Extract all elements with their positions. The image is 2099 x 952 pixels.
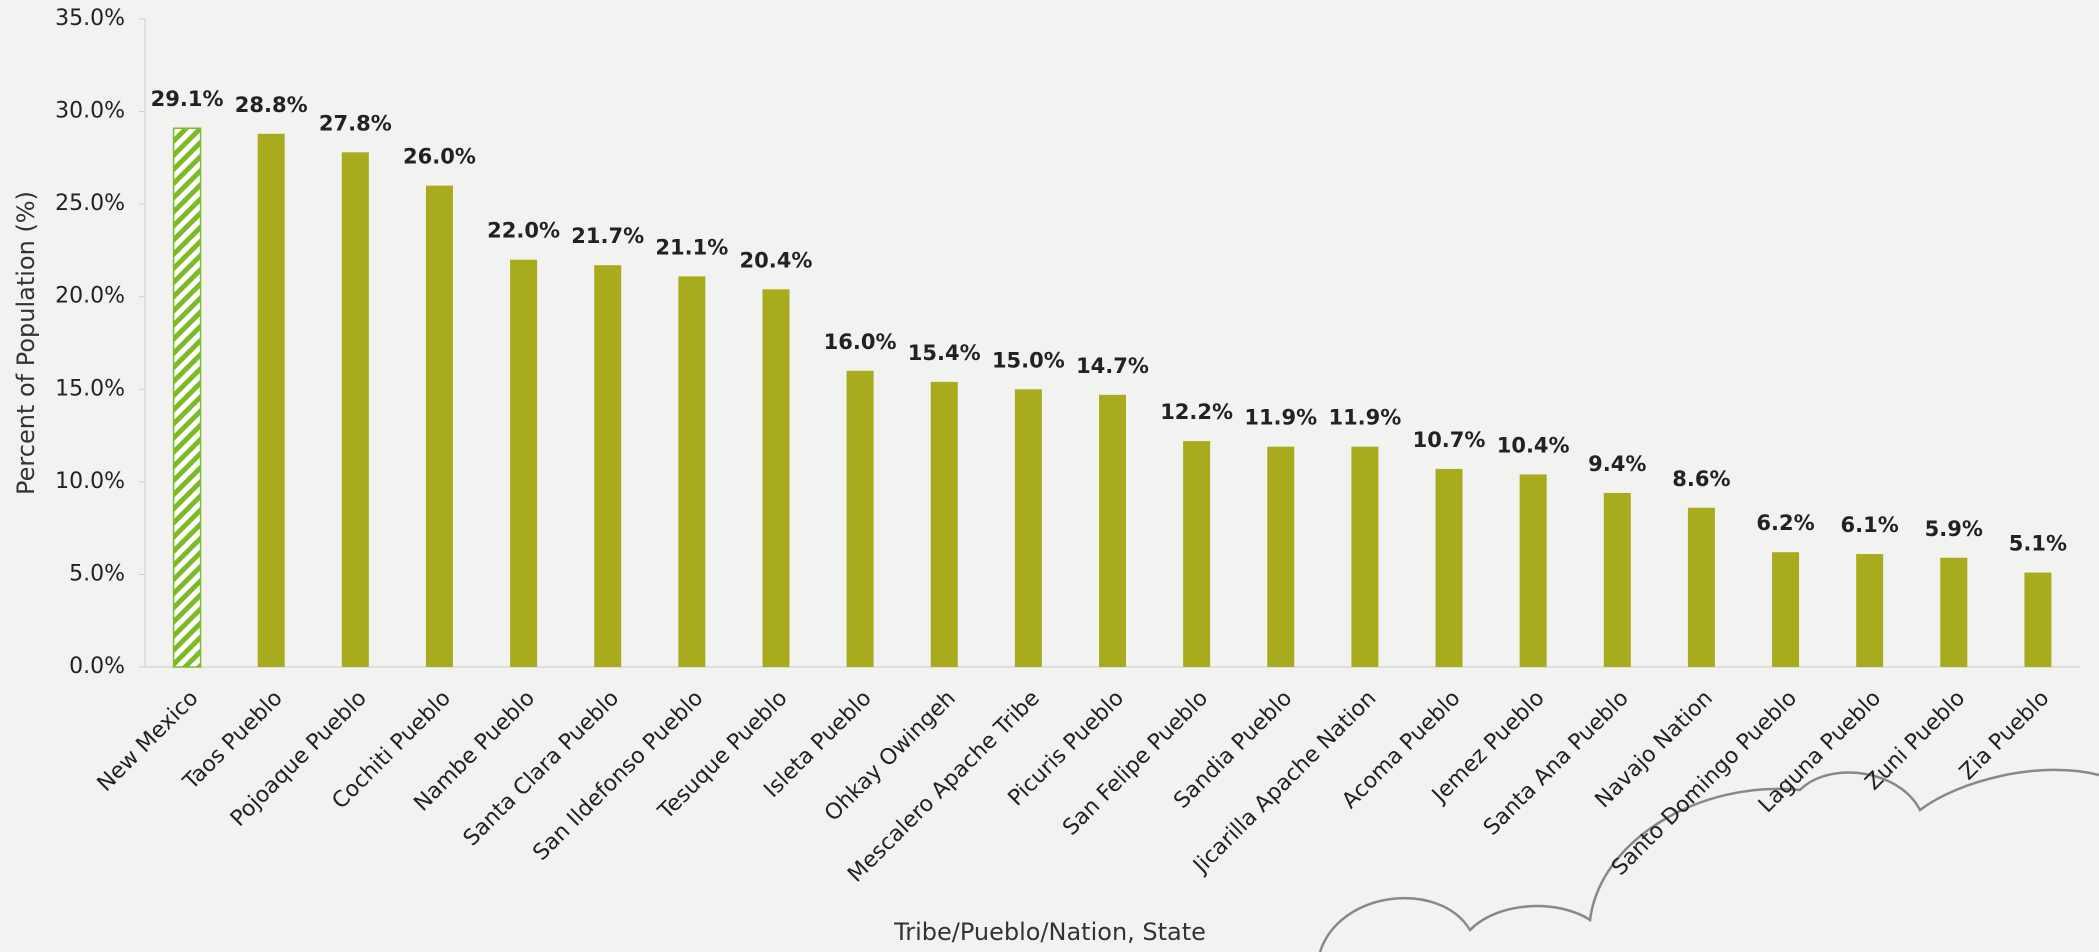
x-tick-label: Santa Clara Pueblo	[459, 686, 624, 851]
bar	[1603, 492, 1631, 667]
bar	[257, 133, 285, 667]
decoration	[1318, 768, 2099, 952]
value-label: 21.1%	[655, 235, 728, 259]
bar	[1099, 394, 1126, 667]
value-label: 20.4%	[740, 248, 813, 272]
y-axis-title: Percent of Population (%)	[12, 191, 40, 495]
bar	[846, 370, 874, 667]
value-label: 15.0%	[992, 348, 1065, 372]
value-label: 6.2%	[1756, 511, 1814, 535]
y-tick-label: 35.0%	[55, 6, 125, 31]
y-tick-label: 15.0%	[55, 376, 125, 401]
bar	[1519, 474, 1547, 667]
bar	[930, 381, 958, 667]
x-tick-label: Santa Ana Pueblo	[1479, 686, 1634, 841]
value-label: 9.4%	[1588, 452, 1646, 476]
bar	[1687, 507, 1715, 667]
bar	[678, 276, 706, 667]
x-tick-label: San Felipe Pueblo	[1058, 686, 1213, 841]
value-label: 12.2%	[1160, 400, 1233, 424]
value-label: 11.9%	[1244, 406, 1317, 430]
bar	[1183, 441, 1211, 667]
bar	[1772, 552, 1800, 667]
y-tick-label: 25.0%	[55, 191, 125, 216]
bar	[1351, 446, 1379, 667]
y-tick-label: 10.0%	[55, 469, 125, 494]
bar	[594, 265, 622, 667]
value-label: 11.9%	[1328, 406, 1401, 430]
bar	[1940, 557, 1968, 667]
value-label: 10.4%	[1497, 433, 1570, 457]
bar	[510, 259, 538, 667]
bar	[762, 289, 790, 667]
value-label: 16.0%	[824, 330, 897, 354]
value-label: 8.6%	[1672, 467, 1730, 491]
bar	[172, 127, 202, 668]
bar	[341, 152, 369, 667]
value-label: 15.4%	[908, 341, 981, 365]
y-tick-label: 30.0%	[55, 99, 125, 124]
value-label: 29.1%	[151, 87, 224, 111]
value-label: 22.0%	[487, 219, 560, 243]
y-tick-label: 5.0%	[69, 561, 125, 586]
bar	[425, 185, 453, 667]
value-label: 21.7%	[571, 224, 644, 248]
value-label: 14.7%	[1076, 354, 1149, 378]
value-label: 28.8%	[235, 93, 308, 117]
bar	[1014, 389, 1042, 667]
value-label: 6.1%	[1841, 513, 1899, 537]
value-label: 10.7%	[1413, 428, 1486, 452]
bar	[1435, 468, 1463, 667]
x-axis-title: Tribe/Pueblo/Nation, State	[893, 918, 1206, 946]
bar	[1856, 554, 1884, 667]
value-label: 27.8%	[319, 111, 392, 135]
y-tick-label: 20.0%	[55, 284, 125, 309]
x-tick-label: San Ildefonso Pueblo	[528, 686, 708, 866]
value-label: 5.9%	[1925, 517, 1983, 541]
value-label: 5.1%	[2009, 532, 2067, 556]
bar	[2024, 572, 2052, 667]
value-label: 26.0%	[403, 145, 476, 169]
y-tick-label: 0.0%	[69, 654, 125, 679]
bar	[1267, 446, 1295, 667]
